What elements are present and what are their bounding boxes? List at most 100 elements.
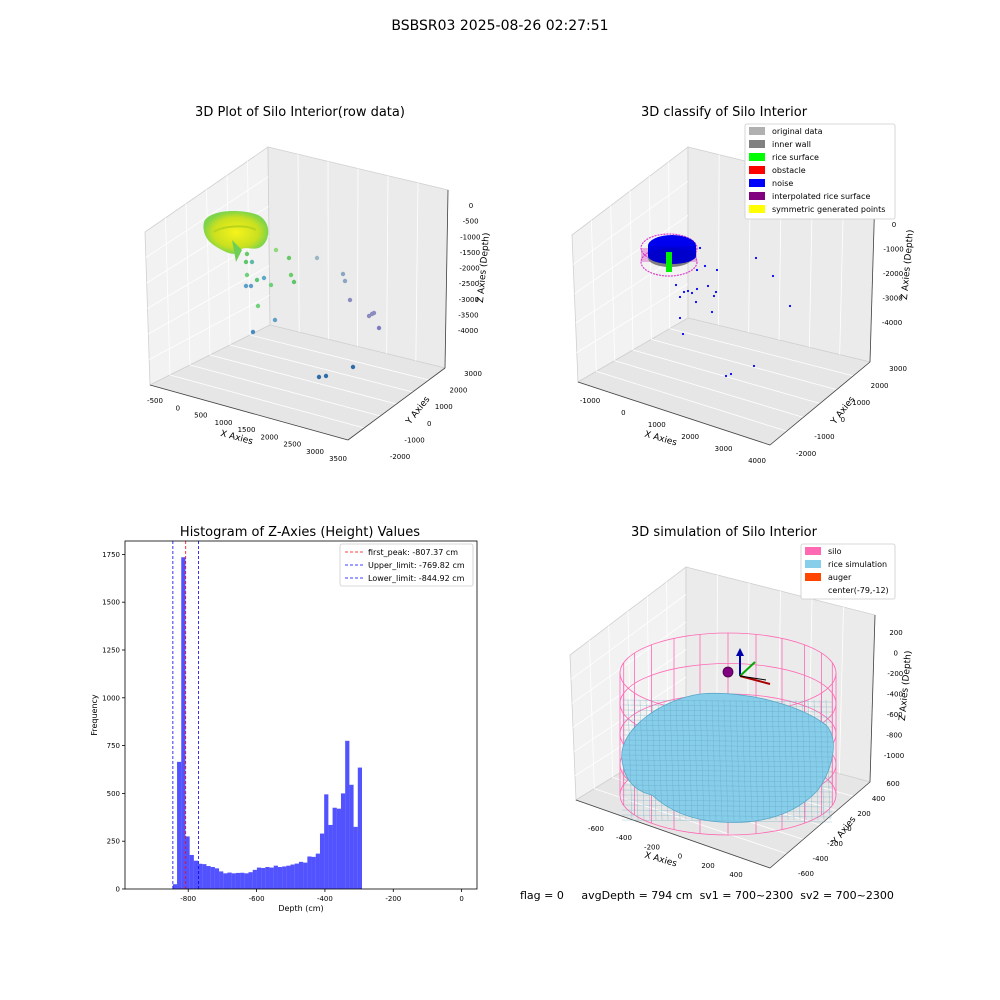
histogram-bar xyxy=(244,873,249,889)
data-point xyxy=(350,364,356,370)
x-tick-label: 0 xyxy=(459,895,463,903)
panel-classify-3d-zlabel: Z Axies (Depth) xyxy=(900,229,916,300)
histogram-bar xyxy=(189,854,194,889)
histogram-bar xyxy=(193,860,199,889)
z-tick-label: -2500 xyxy=(459,280,479,288)
footer-sv1: sv1 = 700~2300 xyxy=(699,889,794,902)
panel-raw-3d-title: 3D Plot of Silo Interior(row data) xyxy=(195,105,405,120)
x-tick-label: -400 xyxy=(317,895,333,903)
histogram-bar xyxy=(294,863,299,889)
z-tick-label: -3500 xyxy=(458,311,478,319)
histogram-bar xyxy=(223,873,228,889)
histogram-bar xyxy=(177,761,182,889)
histogram-bar xyxy=(206,866,211,889)
y-tick-label: -400 xyxy=(813,855,829,863)
data-point xyxy=(371,310,377,316)
histogram-bar xyxy=(311,856,316,889)
noise-point xyxy=(724,374,728,378)
data-point xyxy=(268,282,274,288)
y-tick-label: -200 xyxy=(827,840,843,848)
legend-swatch xyxy=(805,586,821,594)
panel-classify-3d-xticks: -1000 0 1000 2000 3000 4000 xyxy=(580,397,766,465)
histogram-bar xyxy=(340,793,346,889)
histogram-bar xyxy=(319,833,325,889)
panel-simulation-3d-zticks: 200 0 -200 -400 -600 -800 -1000 xyxy=(884,629,904,760)
z-tick-label: -4000 xyxy=(882,319,902,327)
noise-point xyxy=(695,268,699,272)
legend-swatch xyxy=(749,153,765,161)
data-point xyxy=(250,329,256,335)
histogram-bar xyxy=(235,872,241,889)
legend-label: auger xyxy=(828,573,852,582)
data-point xyxy=(376,325,382,331)
histogram-bar xyxy=(345,740,350,889)
z-tick-label: -1000 xyxy=(884,752,904,760)
data-point xyxy=(244,272,250,278)
noise-point xyxy=(706,284,710,288)
data-point xyxy=(288,272,294,278)
y-tick-label: 250 xyxy=(107,838,120,846)
histogram-legend: first_peak: -807.37 cm Upper_limit: -769.… xyxy=(339,543,474,587)
x-tick-label: -800 xyxy=(180,895,196,903)
histogram-bar xyxy=(332,807,337,889)
histogram-bar xyxy=(185,836,190,889)
data-point xyxy=(340,271,346,277)
z-tick-label: -1000 xyxy=(883,246,903,254)
noise-point xyxy=(710,310,714,314)
legend-swatch xyxy=(749,166,765,174)
panel-classify-3d: 3D classify of Silo Interior -1000 0 1000 2… xyxy=(571,105,916,465)
legend-frame xyxy=(744,123,896,220)
histogram-bar xyxy=(261,867,266,889)
z-tick-label: -1500 xyxy=(460,249,480,257)
data-point xyxy=(243,259,249,265)
histogram-bar xyxy=(282,866,287,889)
histogram-bar xyxy=(303,862,308,889)
legend-swatch xyxy=(805,547,821,555)
x-tick-label: -200 xyxy=(644,843,660,851)
z-tick-label: -200 xyxy=(887,670,903,678)
histogram-bar xyxy=(202,864,207,889)
noise-point xyxy=(678,295,682,299)
data-point xyxy=(272,317,278,323)
histogram-bar xyxy=(210,867,215,889)
y-tick-label: -1000 xyxy=(814,433,834,441)
x-tick-label: 1500 xyxy=(238,426,256,434)
y-tick-label: -1000 xyxy=(404,436,424,444)
x-tick-label: 1000 xyxy=(215,419,233,427)
panel-simulation-3d-legend: silo rice simulation auger center(-79,-12) xyxy=(800,543,896,600)
data-point xyxy=(243,283,249,289)
panel-simulation-3d-ylabel: Y Axies xyxy=(830,815,859,848)
data-point xyxy=(291,279,297,285)
histogram-bar xyxy=(286,865,291,889)
noise-point xyxy=(703,264,707,268)
data-point xyxy=(249,259,255,265)
data-point xyxy=(323,373,329,379)
panel-histogram: Histogram of Z-Axies (Height) Values -80… xyxy=(90,525,478,913)
data-point xyxy=(342,278,348,284)
y-tick-label: -2000 xyxy=(390,453,410,461)
noise-point xyxy=(729,372,733,376)
histogram-bar xyxy=(248,872,253,889)
histogram-vlines xyxy=(172,541,199,889)
x-tick-label: 3000 xyxy=(715,445,733,453)
histogram-axes-frame xyxy=(124,540,478,890)
auger-marker xyxy=(722,648,771,685)
noise-point xyxy=(754,256,758,260)
noise-point xyxy=(694,300,698,304)
noise-point xyxy=(695,287,699,291)
histogram-bar xyxy=(353,826,358,889)
x-tick-label: -1000 xyxy=(580,397,600,405)
legend-swatch xyxy=(805,560,821,568)
histogram-bar xyxy=(265,867,270,889)
legend-swatch xyxy=(749,140,765,148)
z-tick-label: 0 xyxy=(469,202,473,210)
y-tick-label: 2000 xyxy=(449,387,467,395)
histogram-bar xyxy=(298,861,304,889)
legend-swatch xyxy=(749,179,765,187)
z-tick-label: 0 xyxy=(893,650,897,658)
y-tick-label: -2000 xyxy=(796,450,816,458)
noise-point xyxy=(715,268,719,272)
noise-point xyxy=(714,290,718,294)
histogram-bar xyxy=(219,871,224,889)
